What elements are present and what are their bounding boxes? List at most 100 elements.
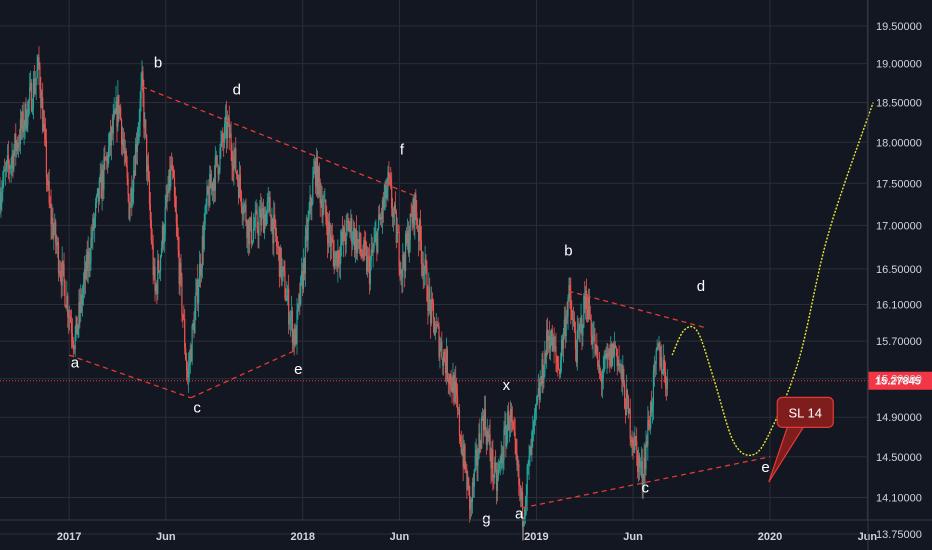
candle-body [191,325,193,362]
wave-label: f [400,141,405,158]
candle-body [278,246,280,277]
candle-body [101,169,103,199]
candle-body [250,217,253,244]
candle-body [611,344,613,367]
candle-body [411,216,413,224]
candle-body [121,139,124,145]
candle-body [427,300,429,311]
candle-body [233,156,235,171]
candle-body [507,411,509,430]
candle-body [663,360,665,373]
y-tick-label: 16.50000 [876,264,922,276]
candle-body [175,211,177,224]
candle-body [348,223,350,232]
candle-body [597,346,599,367]
candle-body [580,318,582,323]
candle-body [651,405,654,412]
candle-body [4,168,7,171]
candle-body [295,328,297,344]
candle-body [135,144,138,153]
candle-body [437,324,439,327]
candle-body [607,353,609,357]
candle-body [405,233,407,272]
candle-body [280,247,282,280]
candle-body [559,370,561,375]
candle-body [15,134,17,152]
candle-body [141,71,143,86]
candle-body [629,409,631,440]
candle-body [516,452,518,466]
candle-body [644,457,646,469]
candle-body [129,207,131,219]
candle-body [306,228,308,241]
candle-body [619,365,621,366]
candle-body [530,446,532,456]
wave-label: a [71,354,80,371]
candle-body [653,363,655,371]
candle-body [200,268,203,276]
candle-body [382,199,384,209]
candle-body [332,241,334,252]
candle-body [62,260,64,265]
candle-body [17,142,19,148]
candle-body [649,425,651,429]
candle-body [560,339,563,361]
candle-body [562,332,564,350]
candle-body [615,347,617,349]
candle-body [628,409,630,414]
candle-body [634,436,636,450]
candle-body [3,169,5,182]
candle-body [492,449,494,478]
candle-body [499,457,501,464]
x-tick-label: 2018 [291,531,315,543]
candle-body [149,204,151,221]
candle-body [351,217,353,244]
candle-body [183,318,185,320]
candle-body [43,123,46,130]
candle-body [127,178,129,195]
candle-body [394,205,396,212]
candle-body [440,341,442,348]
candle-body [448,380,450,384]
candle-body [408,240,410,254]
candle-body [379,214,381,220]
candle-body [210,173,212,189]
candle-body [366,256,369,272]
candle-body [138,122,140,130]
candle-body [173,177,176,198]
candle-body [317,167,319,195]
candle-body [48,180,50,203]
candle-body [133,170,136,176]
candle-body [85,254,87,280]
candle-body [413,198,415,226]
candle-body [165,195,167,207]
candle-body [308,211,310,219]
x-tick-label: 2017 [57,531,81,543]
candle-body [24,103,26,127]
candle-body [635,436,637,441]
candle-body [298,294,300,305]
candle-body [236,171,238,175]
candle-body [410,213,412,217]
candle-body [160,247,163,257]
candle-body [523,515,526,519]
candle-body [272,218,274,244]
candle-body [353,228,355,241]
candle-body [70,322,73,333]
candle-body [302,258,305,289]
candle-body [172,170,175,178]
candle-body [208,192,210,206]
candle-body [498,463,500,469]
candle-body [303,258,306,274]
candle-body [34,85,36,94]
candle-body [618,360,620,366]
candle-body [488,434,490,438]
y-tick-label: 16.10000 [876,300,922,312]
candle-body [307,218,309,241]
candle-body [534,413,536,422]
candle-body [547,330,549,341]
candle-body [385,182,387,199]
candle-body [55,221,57,244]
candle-body [155,285,157,292]
